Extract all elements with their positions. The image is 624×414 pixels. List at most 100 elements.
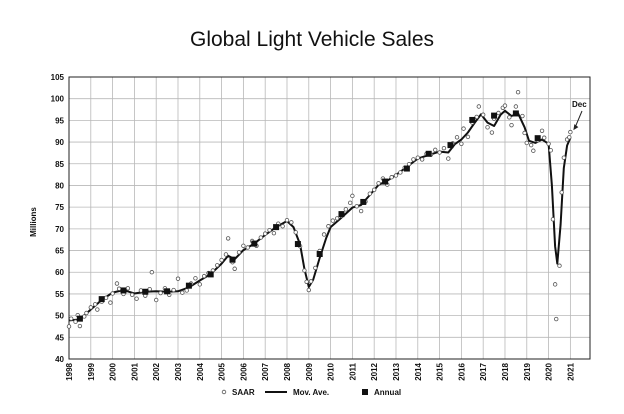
saar-point [393,173,399,178]
x-tick-label: 2021 [566,362,575,380]
saar-point [66,324,72,329]
saar-point [82,314,87,319]
saar-point [476,104,482,109]
saar-point [95,307,100,312]
legend-annual-marker [362,389,368,395]
saar-point [289,220,294,225]
x-tick-label: 2002 [152,362,161,380]
x-tick-label: 2019 [523,362,532,380]
saar-point [406,162,412,167]
saar-point [446,156,451,161]
legend-saar-label: SAAR [232,388,255,397]
saar-point [219,257,224,263]
saar-point [419,157,425,162]
saar-point [398,170,403,175]
saar-point [567,135,572,140]
y-tick-label: 85 [55,160,64,169]
x-tick-label: 2006 [239,362,248,380]
saar-point [454,135,460,140]
saar-point [215,263,220,268]
y-tick-label: 80 [55,181,64,190]
y-tick-label: 90 [55,138,64,147]
saar-point [84,310,89,316]
series-layer [66,89,573,329]
x-tick-label: 2014 [414,362,423,380]
saar-point [524,140,529,146]
y-axis-label: Millions [29,207,38,237]
saar-point [474,114,479,120]
annual-point [382,178,389,185]
annual-point [447,142,454,149]
saar-point [103,295,109,301]
x-tick-label: 2004 [196,362,205,380]
x-tick-label: 2011 [348,362,357,380]
saar-point [184,288,189,293]
saar-point [496,110,501,116]
saar-point [302,268,307,273]
saar-point [313,265,318,271]
saar-point [293,230,298,235]
saar-point [513,104,519,109]
x-tick-label: 2020 [545,362,554,380]
saar-point [489,130,495,135]
annotation-dec-arrowhead [573,124,579,131]
y-tick-label: 40 [55,355,64,364]
x-tick-label: 2012 [370,362,379,380]
annual-point [338,211,345,218]
annual-point [164,288,171,295]
saar-point [149,270,155,275]
saar-point [138,288,144,293]
x-tick-label: 2008 [283,362,292,380]
saar-point [193,276,198,281]
saar-point [554,316,559,322]
saar-point [557,263,562,268]
saar-point [175,276,181,281]
saar-point [306,287,311,293]
y-tick-label: 50 [55,312,64,321]
saar-point [552,282,558,287]
annual-point [294,241,301,248]
saar-point [304,279,309,284]
saar-point [134,296,139,301]
x-tick-label: 2005 [218,362,227,380]
grid-lines [68,76,590,360]
saar-point [376,181,381,186]
annual-point [273,224,280,231]
saar-point [236,250,242,255]
saar-point [542,135,547,140]
saar-point [415,155,420,160]
saar-point [522,130,527,136]
annual-point [425,150,432,157]
y-tick-label: 100 [51,95,65,104]
saar-point [459,141,464,147]
y-tick-labels: 40 45 50 55 60 65 70 75 80 85 90 95 100 105 [51,73,65,364]
saar-point [326,224,331,229]
annual-point [534,135,541,142]
saar-point [262,231,268,236]
annual-point [403,165,410,172]
saar-point [130,292,135,297]
saar-point [284,217,290,223]
saar-point [559,190,564,195]
y-tick-label: 45 [55,333,64,342]
chart-title: Global Light Vehicle Sales [190,28,434,51]
x-tick-label: 2015 [436,362,445,380]
saar-point [271,230,277,236]
annual-point [251,240,258,247]
x-tick-label: 2018 [501,362,510,380]
saar-point [110,291,115,296]
y-tick-label: 60 [55,268,64,277]
annual-point [142,288,149,295]
saar-point [433,147,438,153]
x-tick-label: 2007 [261,362,270,380]
saar-point [92,302,98,307]
x-tick-label: 2017 [479,362,488,380]
y-tick-label: 75 [55,203,64,212]
saar-point [343,207,349,212]
annual-point [120,287,127,294]
saar-point [348,200,353,206]
saar-point [515,89,521,95]
annual-point [76,315,83,322]
saar-point [437,150,442,155]
saar-point [509,122,514,128]
